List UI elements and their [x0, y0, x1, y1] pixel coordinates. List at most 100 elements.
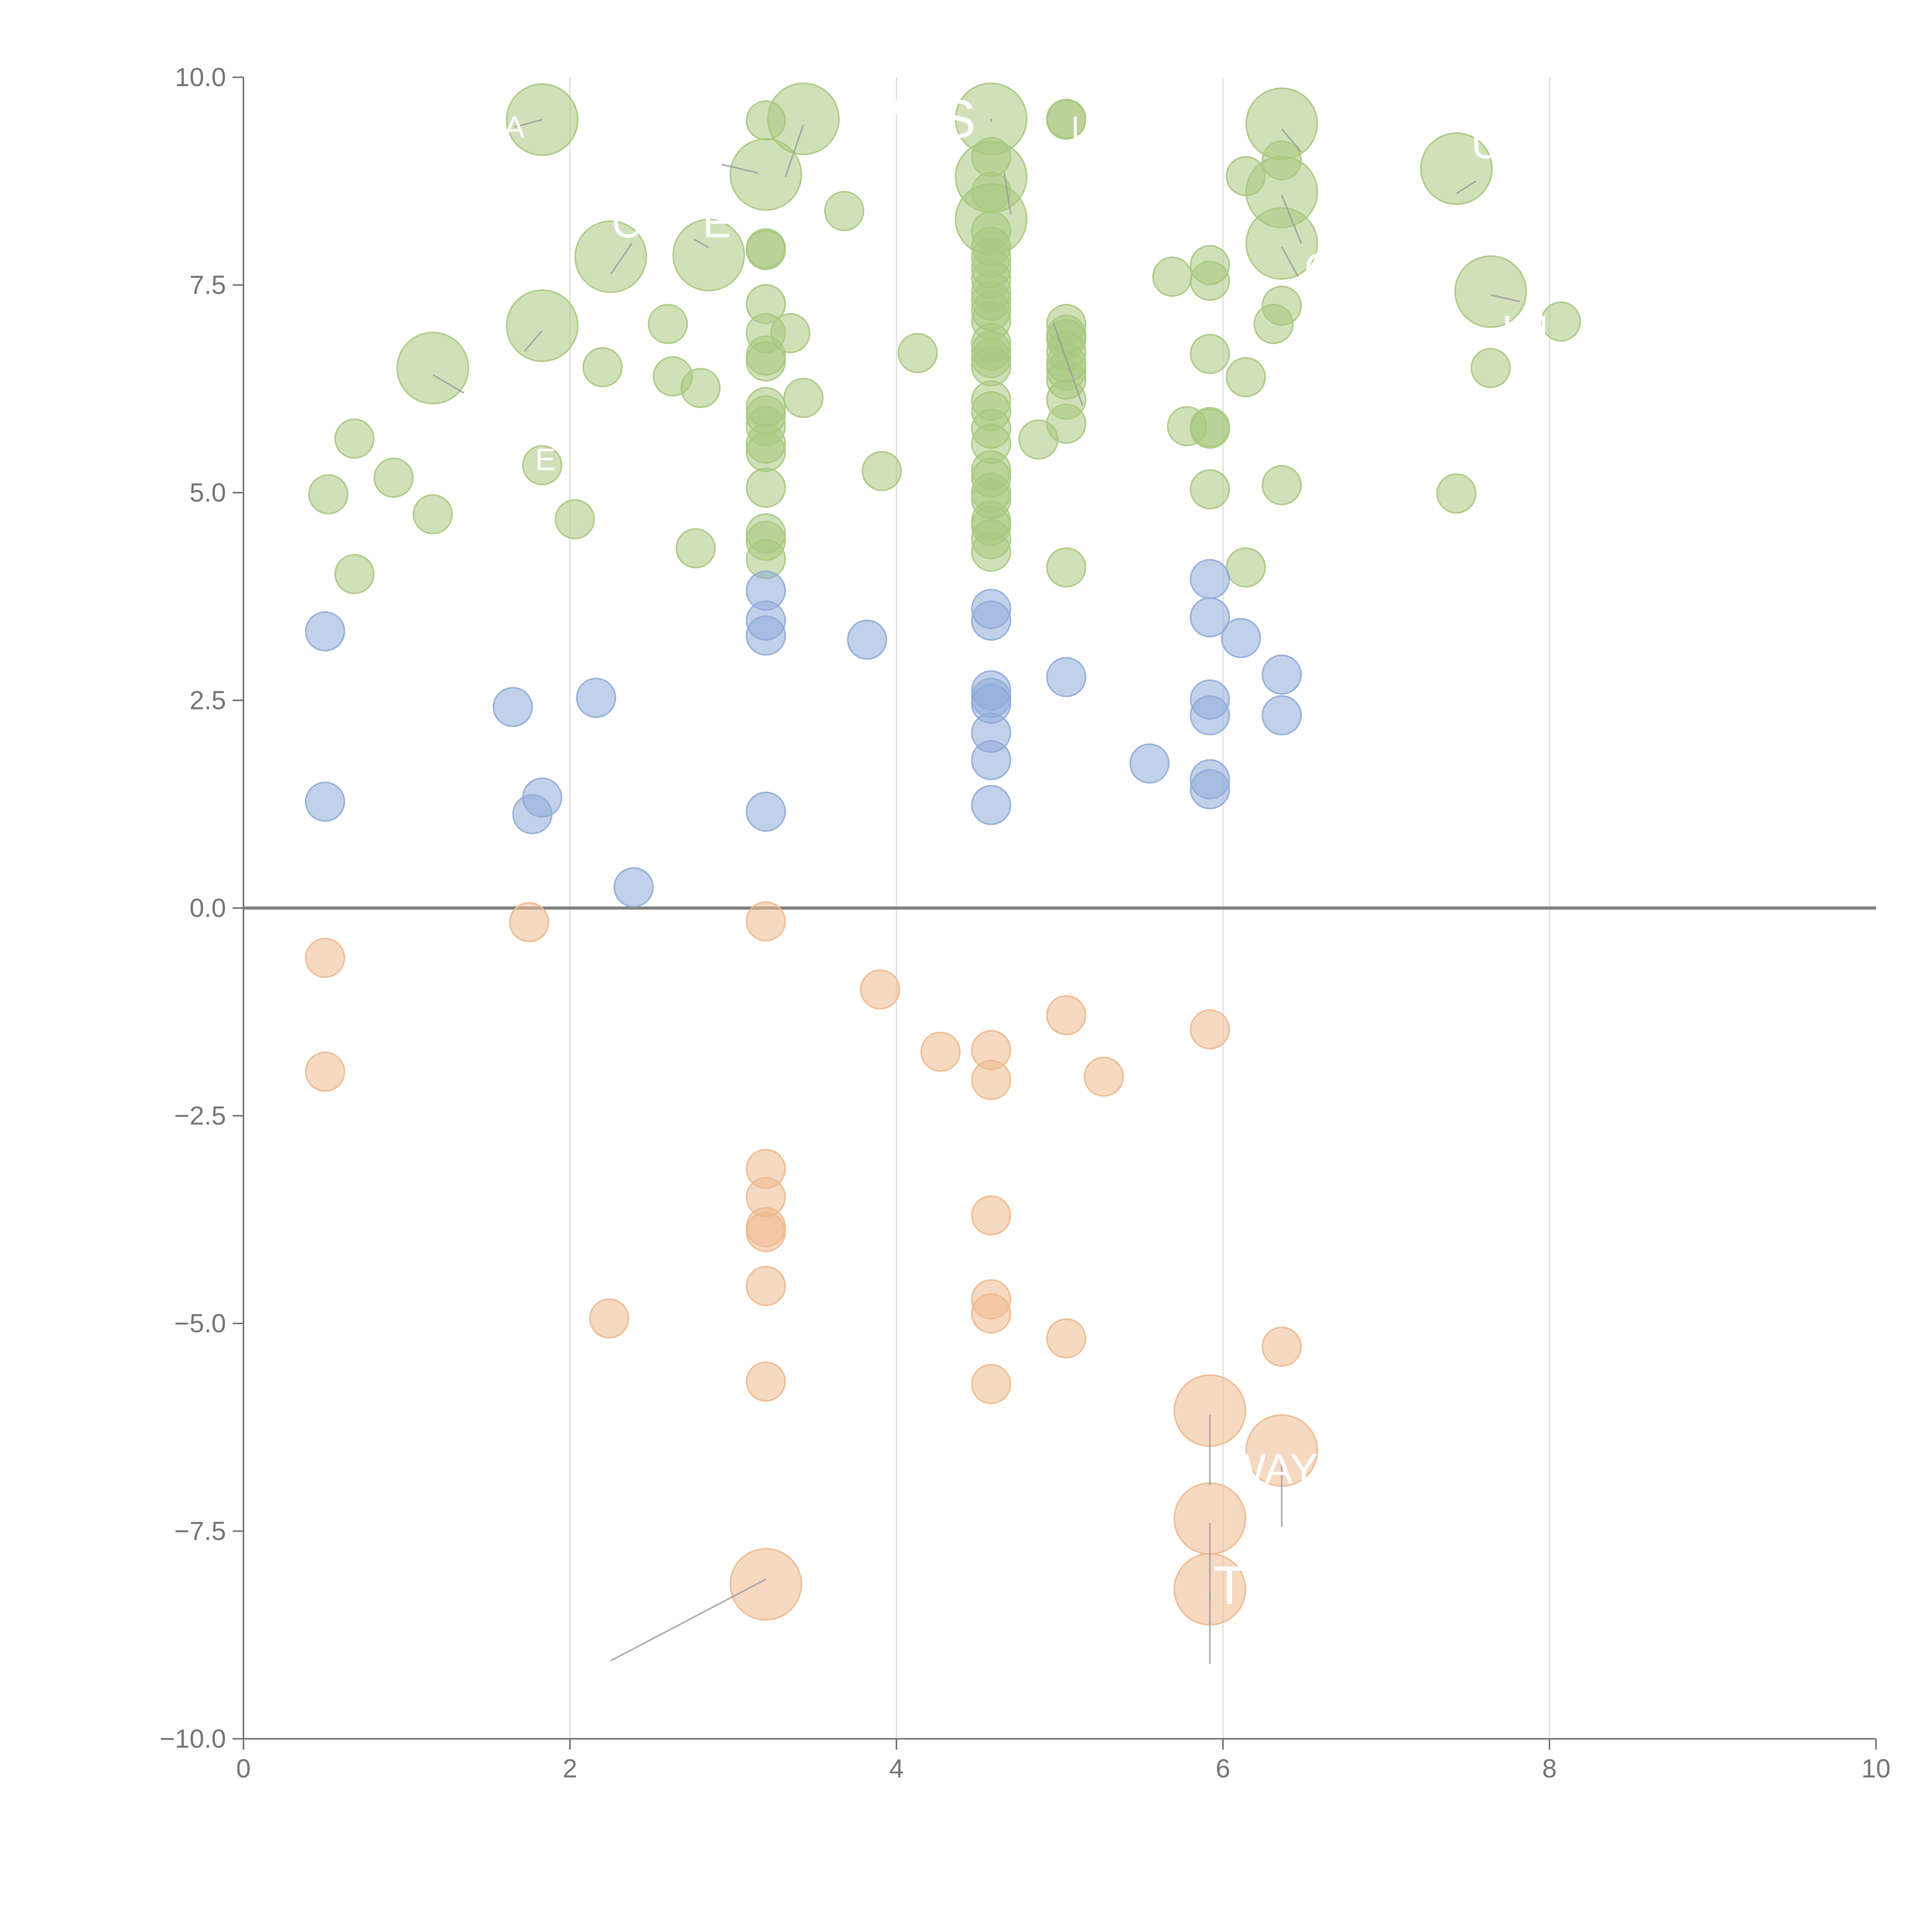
data-point-mid — [971, 600, 1012, 641]
leader-line — [1490, 294, 1520, 303]
x-tick-label: 10 — [1861, 1754, 1891, 1783]
data-point-low — [1083, 1056, 1124, 1097]
data-point-high — [897, 333, 938, 373]
annotation-label: E — [703, 199, 731, 247]
data-point-low — [589, 1298, 629, 1339]
data-point-mid — [613, 867, 654, 908]
data-point-high — [648, 304, 688, 344]
annotation-label: A — [504, 110, 525, 145]
data-point-high — [1420, 132, 1493, 205]
data-point-high — [971, 346, 1012, 387]
data-point-low — [860, 969, 900, 1010]
data-point-mid — [1262, 654, 1302, 695]
axes — [233, 77, 1877, 1750]
leader-line — [610, 1578, 766, 1662]
data-point-high — [522, 445, 563, 486]
data-point-high — [334, 554, 375, 594]
annotations: A WHS LI US C E O IM E WAY T — [504, 88, 1549, 1616]
data-point-mid — [522, 777, 563, 818]
data-point-high — [672, 219, 745, 292]
data-point-high — [971, 531, 1012, 572]
data-point-high — [1152, 257, 1193, 297]
data-point-low — [746, 1266, 786, 1306]
data-point-high — [554, 499, 595, 539]
data-point-mid — [1190, 695, 1230, 736]
data-point-high — [746, 230, 786, 270]
data-point-low — [1046, 1318, 1087, 1359]
data-point-mid — [1129, 743, 1170, 784]
data-point-low — [1046, 995, 1087, 1036]
data-point-high — [413, 494, 453, 534]
data-point-low — [746, 901, 786, 942]
data-point-mid — [746, 791, 786, 832]
data-point-high — [767, 82, 840, 155]
data-point-low — [1190, 1009, 1230, 1049]
data-point-mid — [971, 785, 1012, 825]
data-point-low — [305, 1051, 345, 1092]
data-point-high — [1046, 99, 1087, 140]
leader-line — [432, 374, 464, 394]
leader-line — [1456, 180, 1476, 194]
leader-lines — [432, 119, 1520, 1664]
data-point-low — [971, 1293, 1012, 1334]
data-point-mid — [1190, 559, 1230, 599]
y-tick-label: −5.0 — [174, 1309, 226, 1338]
data-point-high — [506, 289, 579, 362]
data-point-low — [305, 938, 345, 978]
data-point-high — [574, 220, 647, 293]
data-point-high — [373, 457, 414, 498]
data-point-high — [1046, 403, 1087, 444]
leader-line — [1281, 128, 1302, 153]
annotation-label: E — [535, 442, 556, 477]
data-point-low — [920, 1031, 961, 1072]
data-point-high — [730, 138, 802, 211]
data-point-mid — [1262, 695, 1302, 736]
data-point-high — [582, 347, 623, 388]
data-point-high — [746, 432, 786, 472]
annotation-label: LI — [1071, 110, 1097, 145]
tick-labels: −10.0 −7.5 −5.0 −2.5 0.0 2.5 5.0 7.5 10.0 0 2 4 6 8 10 — [160, 63, 1891, 1783]
data-point-high — [334, 418, 375, 459]
data-point-mid — [746, 615, 786, 656]
data-point-high — [1245, 207, 1318, 280]
data-point-mid — [576, 678, 616, 718]
data-point-high — [1470, 348, 1511, 388]
data-point-high — [746, 468, 786, 508]
leader-line — [721, 163, 758, 174]
annotation-label: US — [1471, 120, 1530, 168]
data-point-high — [1046, 547, 1087, 588]
leader-line — [784, 124, 804, 177]
data-point-mid — [493, 687, 533, 727]
leader-line — [1003, 172, 1012, 215]
y-tick-label: 7.5 — [189, 270, 226, 300]
y-tick-label: 0.0 — [189, 893, 226, 923]
series-mid — [305, 559, 1302, 908]
y-tick-label: −10.0 — [160, 1724, 226, 1753]
leader-line — [1281, 246, 1299, 277]
annotation-label: O — [1304, 245, 1338, 292]
leader-line — [694, 238, 709, 248]
y-tick-label: 2.5 — [189, 686, 226, 715]
data-point-low — [746, 1361, 786, 1402]
y-tick-label: 10.0 — [175, 63, 226, 92]
x-tick-label: 0 — [236, 1754, 251, 1783]
data-point-mid — [1046, 657, 1087, 697]
data-point-mid — [1221, 618, 1261, 658]
data-point-high — [861, 451, 902, 492]
annotation-label: T — [1213, 1555, 1246, 1616]
data-point-high — [675, 528, 716, 569]
annotation-label: C — [612, 199, 642, 247]
data-point-high — [746, 341, 786, 382]
data-point-low — [971, 1060, 1012, 1100]
data-point-low — [509, 902, 549, 942]
data-point-high — [1454, 255, 1527, 328]
data-point-high — [1190, 333, 1230, 374]
leader-line — [514, 119, 543, 128]
data-point-high — [770, 313, 811, 354]
data-point-high — [680, 368, 721, 408]
series-low — [305, 901, 1318, 1626]
x-tick-label: 4 — [889, 1754, 904, 1783]
data-point-high — [1262, 465, 1302, 505]
leader-line — [1052, 322, 1083, 406]
